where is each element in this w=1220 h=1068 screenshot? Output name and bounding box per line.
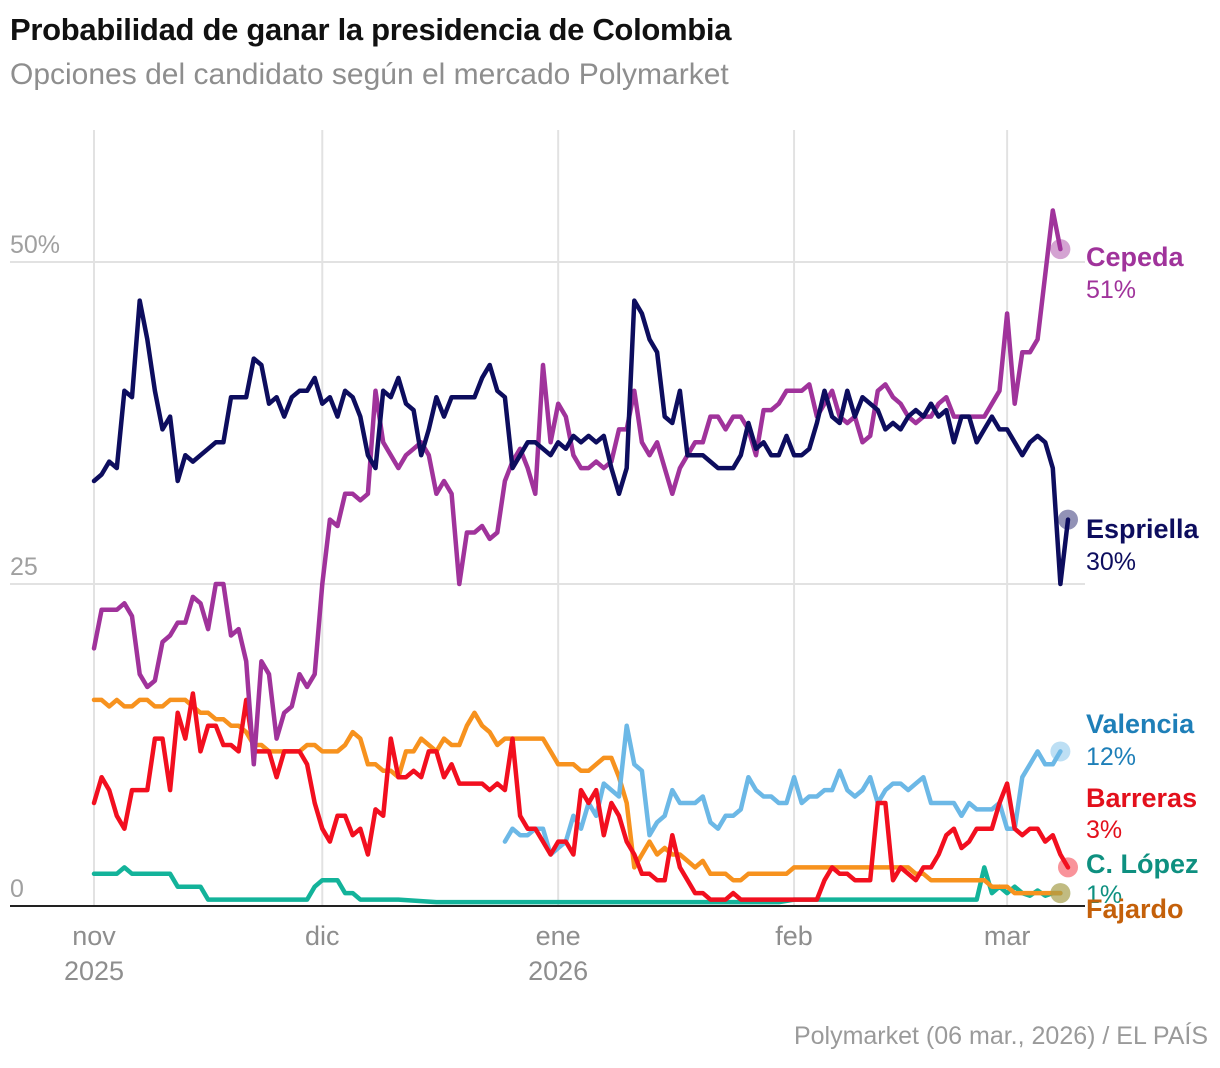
series-line-valencia xyxy=(502,723,1063,857)
x-tick-label: mar xyxy=(984,921,1031,951)
end-markers xyxy=(1050,239,1078,904)
source-note: Polymarket (06 mar., 2026) / EL PAÍS xyxy=(793,1022,1208,1050)
series-label-fajardo: Fajardo xyxy=(1086,894,1184,924)
x-tick-label: dic xyxy=(305,921,340,951)
x-tick-sublabel: 2025 xyxy=(64,956,124,986)
series-value-c-l-pez: 1% xyxy=(1086,881,1122,909)
x-tick-sublabel: 2026 xyxy=(528,956,588,986)
series-line-cepeda xyxy=(91,208,1063,767)
end-marker-barreras xyxy=(1058,857,1078,878)
series-line-fajardo xyxy=(91,697,1063,896)
y-tick-label: 0 xyxy=(10,875,24,903)
x-tick-label: nov xyxy=(72,921,116,951)
end-marker-c-l-pez xyxy=(1050,883,1071,904)
series-lines xyxy=(91,208,1071,905)
end-marker-espriella xyxy=(1058,509,1078,530)
end-marker-cepeda xyxy=(1050,239,1071,260)
chart-title: Probabilidad de ganar la presidencia de … xyxy=(10,12,732,47)
series-labels: Cepeda 51% Espriella 30% Valencia 12% Barreras… xyxy=(1086,242,1200,924)
end-marker-fajardo xyxy=(1050,883,1071,904)
end-marker-valencia xyxy=(1050,741,1071,762)
series-label-valencia: Valencia xyxy=(1086,709,1195,739)
y-tick-label: 25 xyxy=(10,553,38,581)
series-line-c-l-pez xyxy=(91,865,1063,905)
series-value-cepeda: 51% xyxy=(1086,276,1136,304)
series-value-barreras: 3% xyxy=(1086,816,1122,844)
series-label-barreras: Barreras xyxy=(1086,783,1197,813)
grid: nov 2025 dic ene 2026 feb mar 0 25 50% xyxy=(10,130,1085,986)
series-value-valencia: 12% xyxy=(1086,743,1136,771)
chart-subtitle: Opciones del candidato según el mercado … xyxy=(10,58,729,91)
x-tick-label: feb xyxy=(775,921,813,951)
series-label-c-l-pez: C. López xyxy=(1086,849,1199,879)
series-value-espriella: 30% xyxy=(1086,548,1136,576)
series-line-espriella xyxy=(91,298,1071,587)
series-label-espriella: Espriella xyxy=(1086,514,1200,544)
series-label-cepeda: Cepeda xyxy=(1086,242,1185,272)
y-tick-label: 50% xyxy=(10,231,60,259)
x-tick-label: ene xyxy=(536,921,581,951)
